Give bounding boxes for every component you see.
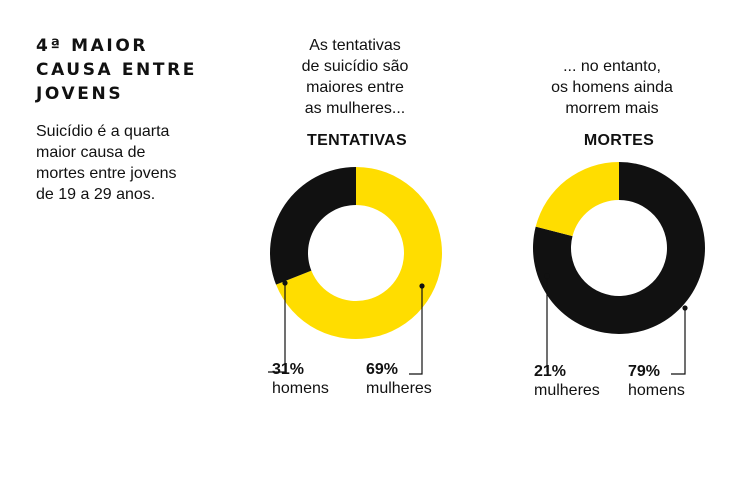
caption-line: ... no entanto, — [563, 58, 661, 75]
caption-line: morrem mais — [565, 100, 659, 117]
slice-category-label: mulheres — [534, 382, 600, 399]
tentativas-donut — [268, 167, 442, 375]
caption-line: as mulheres... — [304, 100, 406, 117]
tentativas-caption: As tentativas de suicídio são maiores en… — [260, 35, 450, 119]
slice-value-label: 69% — [366, 361, 399, 378]
callout-dot — [682, 305, 688, 311]
donut-slice-mulheres — [276, 167, 442, 339]
slice-value-label: 21% — [534, 363, 567, 380]
intro-line: de 19 a 29 anos. — [36, 186, 156, 203]
intro-line: mortes entre jovens — [36, 165, 177, 182]
heading-line: 4ª MAIOR — [36, 36, 149, 56]
caption-line: maiores entre — [306, 79, 404, 96]
slice-category-label: mulheres — [366, 380, 432, 397]
slice-label-homens-tentativas: 31% homens — [272, 360, 329, 398]
donut-slice-mulheres — [535, 162, 619, 237]
intro-line: maior causa de — [36, 144, 146, 161]
callout-line — [671, 308, 686, 375]
caption-line: de suicídio são — [301, 58, 409, 75]
mortes-caption: ... no entanto, os homens ainda morrem m… — [517, 56, 707, 119]
intro-text: Suicídio é a quarta maior causa de morte… — [36, 121, 236, 205]
callout-line — [268, 283, 286, 373]
slice-value-label: 79% — [628, 363, 661, 380]
slice-value-label: 31% — [272, 361, 305, 378]
callout-dot — [544, 273, 550, 279]
caption-line: As tentativas — [309, 37, 401, 54]
slice-category-label: homens — [628, 382, 685, 399]
callout-line — [409, 286, 423, 375]
slice-label-mulheres-tentativas: 69% mulheres — [366, 360, 432, 398]
tentativas-title: TENTATIVAS — [307, 132, 407, 149]
slice-label-homens-mortes: 79% homens — [628, 362, 685, 400]
slice-category-label: homens — [272, 380, 329, 397]
donut-slice-homens — [270, 167, 356, 285]
mortes-donut — [533, 162, 705, 375]
mortes-title: MORTES — [583, 132, 655, 149]
intro-line: Suicídio é a quarta — [36, 123, 170, 140]
page-heading: 4ª MAIOR CAUSA ENTRE JOVENS — [36, 34, 236, 106]
slice-label-mulheres-mortes: 21% mulheres — [534, 362, 600, 400]
callout-dot — [282, 280, 288, 286]
heading-line: CAUSA ENTRE — [36, 60, 197, 80]
heading-line: JOVENS — [36, 84, 124, 104]
caption-line: os homens ainda — [551, 79, 673, 96]
callout-dot — [419, 283, 425, 289]
donut-slice-homens — [533, 162, 705, 334]
